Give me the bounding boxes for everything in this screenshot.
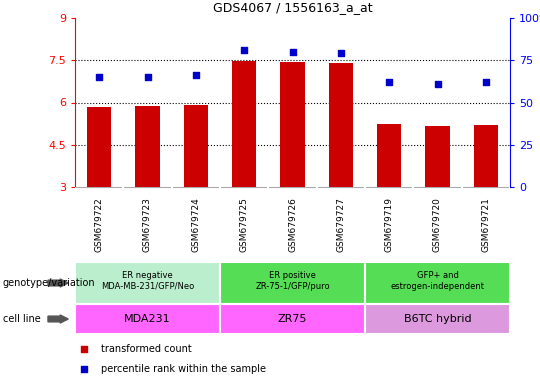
Bar	[377, 124, 401, 187]
Bar	[232, 61, 256, 187]
Text: GSM679721: GSM679721	[481, 197, 490, 252]
Bar	[75, 304, 220, 334]
Text: GSM679720: GSM679720	[433, 197, 442, 252]
Point	[336, 50, 345, 56]
Text: cell line: cell line	[3, 314, 40, 324]
Text: ER negative
MDA-MB-231/GFP/Neo: ER negative MDA-MB-231/GFP/Neo	[101, 271, 194, 291]
Bar	[220, 262, 365, 304]
Text: ER positive
ZR-75-1/GFP/puro: ER positive ZR-75-1/GFP/puro	[255, 271, 330, 291]
Bar	[365, 304, 510, 334]
Text: genotype/variation: genotype/variation	[3, 278, 96, 288]
Point	[433, 81, 442, 87]
Text: GSM679727: GSM679727	[336, 197, 346, 252]
Bar	[474, 125, 498, 187]
Bar	[136, 106, 160, 187]
Title: GDS4067 / 1556163_a_at: GDS4067 / 1556163_a_at	[213, 1, 372, 14]
Bar	[184, 105, 208, 187]
Text: MDA231: MDA231	[124, 314, 171, 324]
Point	[143, 74, 152, 80]
Point	[79, 346, 88, 352]
Bar	[329, 63, 353, 187]
Bar	[75, 262, 220, 304]
Text: GFP+ and
estrogen-independent: GFP+ and estrogen-independent	[390, 271, 484, 291]
Text: GSM679722: GSM679722	[94, 197, 104, 252]
FancyArrow shape	[48, 315, 68, 323]
Text: GSM679723: GSM679723	[143, 197, 152, 252]
Bar	[280, 62, 305, 187]
Point	[385, 79, 394, 85]
Text: GSM679725: GSM679725	[240, 197, 248, 252]
Point	[482, 79, 490, 85]
Text: B6TC hybrid: B6TC hybrid	[404, 314, 471, 324]
Bar	[87, 107, 111, 187]
Bar	[365, 262, 510, 304]
Text: GSM679726: GSM679726	[288, 197, 297, 252]
Text: GSM679719: GSM679719	[384, 197, 394, 252]
Bar	[426, 126, 450, 187]
Point	[240, 47, 248, 53]
FancyArrow shape	[48, 279, 68, 287]
Text: GSM679724: GSM679724	[191, 197, 200, 252]
Point	[95, 74, 104, 80]
Point	[192, 73, 200, 79]
Text: transformed count: transformed count	[101, 344, 192, 354]
Text: percentile rank within the sample: percentile rank within the sample	[101, 364, 266, 374]
Bar	[220, 304, 365, 334]
Point	[288, 49, 297, 55]
Point	[79, 366, 88, 372]
Text: ZR75: ZR75	[278, 314, 307, 324]
